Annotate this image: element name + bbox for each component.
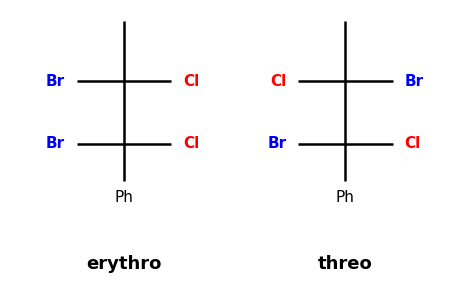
Text: Br: Br <box>404 74 423 89</box>
Text: threo: threo <box>318 255 373 273</box>
Text: Ph: Ph <box>114 190 133 205</box>
Text: Br: Br <box>46 137 65 151</box>
Text: Br: Br <box>46 74 65 89</box>
Text: Cl: Cl <box>270 74 286 89</box>
Text: Ph: Ph <box>336 190 355 205</box>
Text: Cl: Cl <box>183 137 199 151</box>
Text: Br: Br <box>267 137 286 151</box>
Text: Cl: Cl <box>404 137 420 151</box>
Text: erythro: erythro <box>86 255 162 273</box>
Text: Cl: Cl <box>183 74 199 89</box>
